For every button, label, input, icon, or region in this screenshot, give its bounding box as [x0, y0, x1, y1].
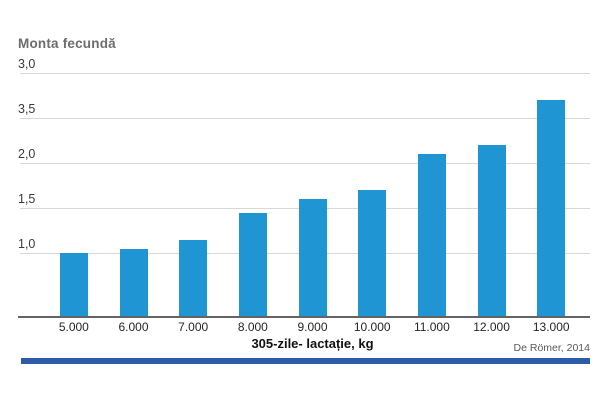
gridline: [20, 163, 590, 164]
x-tick-label: 12.000: [473, 320, 510, 334]
y-tick-label: 2,0: [18, 147, 36, 161]
gridline: [20, 118, 590, 119]
bar: [179, 239, 208, 317]
bar-slot: [402, 60, 462, 317]
bars-container: [44, 60, 581, 317]
bottom-accent-bar: [21, 358, 590, 364]
bar: [59, 253, 88, 317]
bar-slot: [342, 60, 402, 317]
plot-area: [18, 60, 590, 318]
source-credit: De Römer, 2014: [513, 342, 590, 354]
bar: [119, 248, 148, 317]
bar: [298, 199, 327, 317]
x-axis-title: 305-zile- lactație, kg: [251, 336, 374, 351]
x-axis-line: [18, 316, 590, 318]
bar: [477, 145, 506, 317]
bar-slot: [223, 60, 283, 317]
chart-title: Monta fecundă: [18, 36, 116, 51]
x-tick-label: 6.000: [118, 320, 149, 334]
x-tick-label: 10.000: [353, 320, 391, 334]
bar-slot: [104, 60, 164, 317]
gridline: [20, 73, 590, 74]
bar-slot: [44, 60, 104, 317]
x-tick-label: 8.000: [237, 320, 268, 334]
x-tick-label: 5.000: [58, 320, 89, 334]
x-tick-labels: 5.000 6.000 7.000 8.000 9.000 10.000 11.000 12.…: [44, 320, 581, 334]
bar: [537, 100, 566, 317]
y-tick-label: 3,5: [18, 102, 36, 116]
y-tick-label: 1,0: [18, 237, 36, 251]
bar: [238, 212, 267, 317]
bar-slot: [163, 60, 223, 317]
x-tick-label: 7.000: [178, 320, 209, 334]
y-tick-label: 1,5: [18, 192, 36, 206]
bar: [417, 154, 446, 317]
y-tick-label: 3,0: [18, 57, 36, 71]
bar-slot: [283, 60, 343, 317]
x-tick-label: 9.000: [297, 320, 328, 334]
bar-slot: [462, 60, 522, 317]
bar-slot: [521, 60, 581, 317]
bar: [358, 190, 387, 317]
x-tick-label: 13.000: [532, 320, 570, 334]
x-tick-label: 11.000: [413, 320, 450, 334]
